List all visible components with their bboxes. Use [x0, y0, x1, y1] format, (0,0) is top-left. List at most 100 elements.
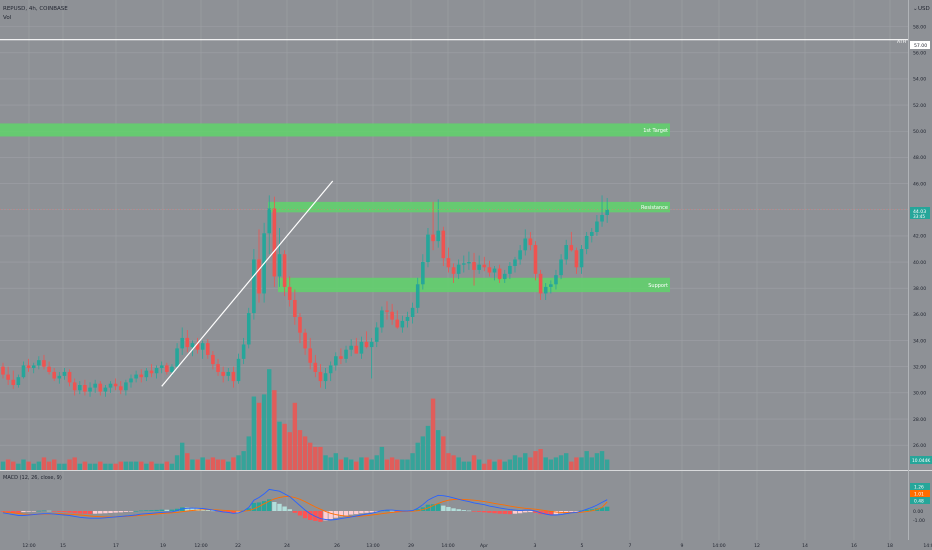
candle-body[interactable]	[400, 320, 405, 328]
candle-body[interactable]	[113, 383, 118, 387]
candle-body[interactable]	[293, 299, 297, 317]
candle-body[interactable]	[185, 337, 190, 348]
candle-body[interactable]	[579, 248, 584, 268]
zone-1st-target[interactable]	[0, 123, 670, 137]
candle-body[interactable]	[410, 307, 415, 317]
candle-body[interactable]	[605, 209, 609, 215]
candle-body[interactable]	[569, 245, 574, 251]
candle-body[interactable]	[1, 366, 5, 375]
gear-icon[interactable]: ⌄	[913, 6, 918, 12]
candle-body[interactable]	[497, 268, 502, 280]
zone-resistance[interactable]	[268, 201, 670, 213]
candle-body[interactable]	[344, 349, 348, 359]
candle-body[interactable]	[67, 371, 72, 383]
candle-body[interactable]	[467, 262, 471, 264]
candle-body[interactable]	[313, 362, 318, 372]
candle-body[interactable]	[405, 316, 410, 321]
candle-body[interactable]	[436, 230, 440, 242]
candle-body[interactable]	[359, 341, 364, 354]
candle-body[interactable]	[190, 343, 195, 348]
candle-body[interactable]	[88, 387, 92, 392]
candle-body[interactable]	[374, 327, 379, 342]
candle-body[interactable]	[462, 263, 466, 265]
candle-body[interactable]	[98, 383, 103, 392]
candle-body[interactable]	[231, 371, 236, 382]
candle-body[interactable]	[492, 268, 497, 273]
candle-body[interactable]	[385, 310, 389, 312]
candle-body[interactable]	[502, 273, 507, 280]
candle-body[interactable]	[513, 259, 517, 266]
candle-body[interactable]	[129, 378, 133, 383]
candle-body[interactable]	[37, 360, 41, 366]
candle-body[interactable]	[170, 366, 174, 372]
candle-body[interactable]	[139, 374, 144, 378]
candle-body[interactable]	[426, 234, 430, 263]
candle-body[interactable]	[549, 284, 553, 287]
candle-body[interactable]	[554, 275, 558, 285]
candle-body[interactable]	[282, 254, 287, 287]
candle-body[interactable]	[165, 365, 169, 372]
candle-body[interactable]	[72, 382, 77, 391]
trendline[interactable]	[161, 180, 334, 387]
candle-body[interactable]	[267, 208, 272, 234]
candle-body[interactable]	[124, 382, 128, 391]
candle-body[interactable]	[595, 221, 599, 232]
candle-body[interactable]	[226, 371, 231, 376]
candle-body[interactable]	[528, 238, 533, 246]
candle-body[interactable]	[216, 364, 220, 372]
candle-body[interactable]	[6, 374, 10, 380]
candle-body[interactable]	[62, 371, 67, 376]
candle-body[interactable]	[93, 383, 97, 388]
candle-body[interactable]	[241, 344, 246, 359]
candle-body[interactable]	[533, 245, 538, 274]
candle-body[interactable]	[456, 264, 461, 274]
candle-body[interactable]	[200, 343, 205, 350]
candle-body[interactable]	[134, 374, 138, 379]
candle-body[interactable]	[246, 313, 251, 345]
candle-body[interactable]	[390, 311, 394, 320]
candle-body[interactable]	[52, 371, 56, 379]
candle-body[interactable]	[175, 348, 179, 367]
candle-body[interactable]	[431, 234, 435, 242]
candle-body[interactable]	[364, 341, 369, 348]
candle-body[interactable]	[421, 262, 425, 285]
candle-body[interactable]	[354, 345, 359, 354]
candle-body[interactable]	[211, 354, 215, 365]
candle-body[interactable]	[42, 360, 46, 367]
candle-body[interactable]	[451, 267, 456, 274]
candle-body[interactable]	[108, 383, 113, 388]
candle-body[interactable]	[584, 235, 589, 249]
candle-body[interactable]	[159, 365, 164, 369]
candle-body[interactable]	[236, 358, 241, 382]
candle-body[interactable]	[518, 250, 522, 260]
candle-body[interactable]	[298, 316, 302, 333]
candle-body[interactable]	[482, 264, 487, 268]
candle-body[interactable]	[487, 267, 492, 273]
candle-body[interactable]	[31, 365, 36, 369]
candle-body[interactable]	[287, 286, 292, 300]
candle-body[interactable]	[446, 258, 451, 268]
candle-body[interactable]	[180, 337, 184, 349]
candle-body[interactable]	[564, 245, 568, 260]
candle-body[interactable]	[369, 341, 374, 348]
candle-body[interactable]	[334, 356, 338, 366]
candle-body[interactable]	[590, 231, 594, 236]
candle-body[interactable]	[252, 259, 256, 314]
candle-body[interactable]	[395, 319, 400, 328]
candle-body[interactable]	[26, 365, 31, 369]
candle-body[interactable]	[415, 284, 420, 308]
candle-body[interactable]	[328, 365, 333, 374]
candle-body[interactable]	[308, 348, 312, 363]
candle-body[interactable]	[47, 366, 51, 372]
candle-body[interactable]	[257, 259, 261, 294]
candle-body[interactable]	[11, 379, 16, 386]
candle-body[interactable]	[277, 254, 282, 277]
candle-body[interactable]	[118, 386, 123, 391]
candle-body[interactable]	[523, 238, 528, 251]
candle-body[interactable]	[144, 370, 149, 378]
candle-body[interactable]	[149, 370, 154, 374]
candle-body[interactable]	[21, 365, 26, 378]
candle-body[interactable]	[441, 230, 446, 259]
candle-body[interactable]	[154, 368, 159, 374]
